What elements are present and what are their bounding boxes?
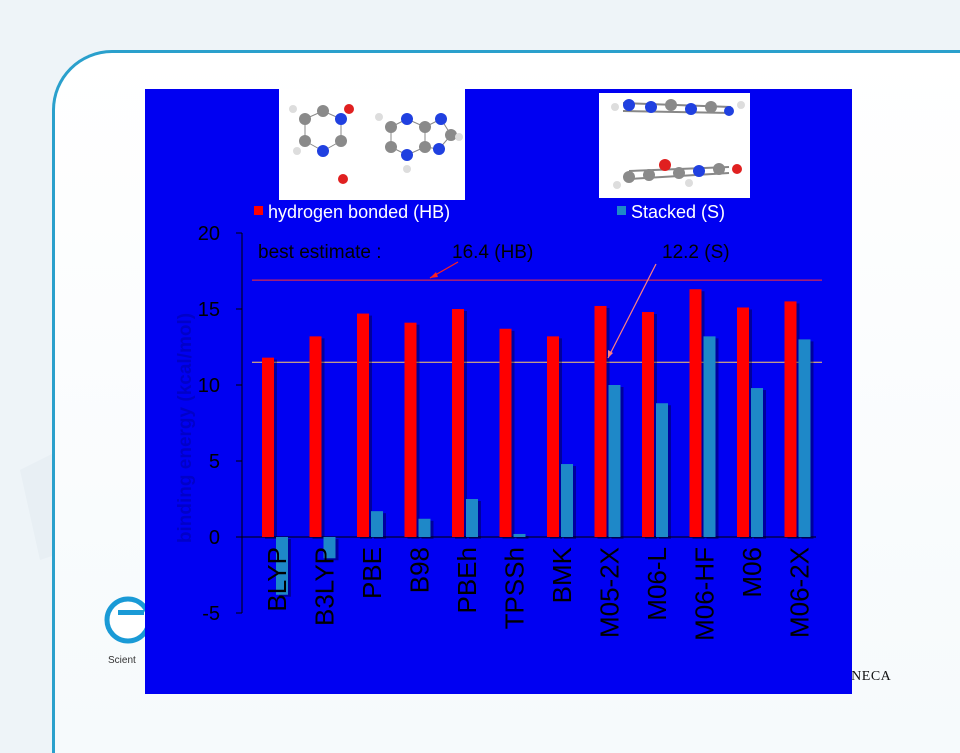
y-tick-label: 15 <box>198 299 220 321</box>
legend-label-s: Stacked (S) <box>631 202 725 222</box>
footer-text: INECA <box>846 669 892 684</box>
bar-s <box>323 537 336 559</box>
bar-s <box>276 537 288 595</box>
bar-hb <box>262 357 274 537</box>
bar-hb <box>309 336 322 537</box>
y-tick-label: 5 <box>209 451 220 473</box>
bar-s <box>371 511 383 537</box>
legend-swatch-hb <box>254 206 263 215</box>
bar-s <box>703 336 716 537</box>
x-tick-label: M06-2X <box>785 547 815 638</box>
stacked-molecule-image <box>599 93 750 198</box>
bar-hb <box>689 289 702 537</box>
y-tick-label: 20 <box>198 223 220 245</box>
bars <box>262 289 814 597</box>
x-tick-label: B3LYP <box>310 547 340 626</box>
bar-hb <box>547 336 559 537</box>
best-estimate-hb-value: 16.4 (HB) <box>452 242 533 263</box>
y-tick-label: 0 <box>209 527 220 549</box>
logo-text: Scient <box>108 655 136 666</box>
bar-s <box>751 388 763 537</box>
x-tick-label: M06 <box>737 547 767 598</box>
best-estimate-label: best estimate : <box>258 242 382 263</box>
y-tick-label: 10 <box>198 375 220 397</box>
legend-label-hb: hydrogen bonded (HB) <box>268 202 450 222</box>
reference-lines <box>252 279 822 363</box>
bar-hb <box>404 322 417 537</box>
x-tick-label: PBEh <box>452 547 482 614</box>
chart-legend: hydrogen bonded (HB) Stacked (S) <box>254 202 725 222</box>
bar-hb <box>784 301 797 537</box>
arrowhead-s <box>608 350 613 358</box>
bar-hb <box>737 307 749 537</box>
x-tick-label: M05-2X <box>595 547 625 638</box>
arrowhead-hb <box>430 272 438 278</box>
arrow-s <box>607 263 657 359</box>
bar-hb <box>499 328 512 537</box>
x-tick-label: M06-HF <box>690 547 720 641</box>
bar-s <box>466 499 478 537</box>
x-axis-labels: BLYP B3LYP PBE B98 PBEh TPSSh BMK M05-2X M06-L M0… <box>262 546 815 641</box>
bar-chart: hydrogen bonded (HB) Stacked (S) best es… <box>175 202 822 641</box>
hb-molecule-image <box>279 89 465 200</box>
bar-shadow <box>516 535 529 539</box>
x-tick-label: TPSSh <box>500 547 530 629</box>
y-tick-label: -5 <box>202 603 220 625</box>
annotation-arrows <box>429 261 657 359</box>
legend-swatch-s <box>617 206 626 215</box>
bar-hb <box>642 312 654 537</box>
bar-s <box>798 339 811 537</box>
x-tick-label: BMK <box>547 546 577 603</box>
x-tick-label: BLYP <box>262 547 292 612</box>
bar-s <box>656 403 668 537</box>
bar-s <box>418 518 431 537</box>
bar-s <box>561 464 573 537</box>
bar-hb <box>452 309 464 537</box>
bar-s <box>513 533 526 537</box>
x-tick-label: M06-L <box>642 547 672 621</box>
best-estimate-s-value: 12.2 (S) <box>662 242 730 263</box>
bar-hb <box>594 305 607 537</box>
bar-s <box>608 385 621 537</box>
x-tick-label: B98 <box>405 547 435 593</box>
y-axis-title: binding energy (kcal/mol) <box>175 313 196 543</box>
bar-hb <box>357 313 369 537</box>
y-axis: -5 0 5 10 15 20 <box>198 223 816 625</box>
x-tick-label: PBE <box>357 547 387 599</box>
